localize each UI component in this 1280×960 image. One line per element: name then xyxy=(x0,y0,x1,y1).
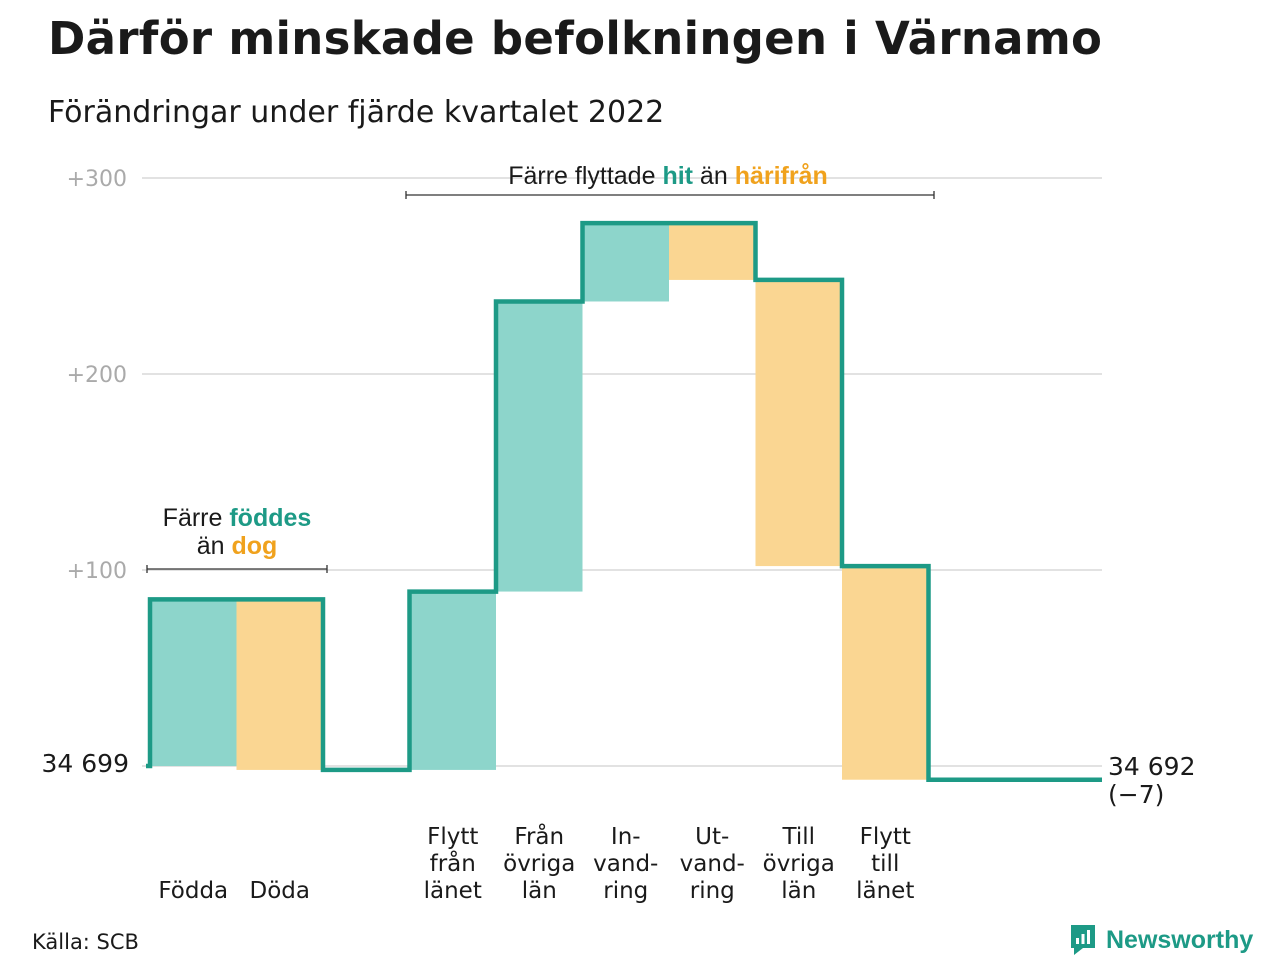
bar-step xyxy=(409,591,496,770)
bar-step xyxy=(842,566,929,780)
bar-step xyxy=(582,223,669,302)
running-total-path xyxy=(146,220,1102,782)
category-label: Flytt till länet xyxy=(856,824,914,904)
annotation-natural-died: dog xyxy=(231,532,277,560)
category-label: Födda xyxy=(158,878,228,904)
annotation-migration-out: härifrån xyxy=(735,162,828,190)
y-tick-label: +100 xyxy=(67,559,127,584)
bar-step xyxy=(496,301,583,592)
brand-logo: Newsworthy xyxy=(1068,923,1253,957)
bar-step xyxy=(150,599,237,766)
annotation-migration-text-a: Färre flyttade xyxy=(508,162,662,190)
y-tick-label: +200 xyxy=(67,363,127,388)
source-note: Källa: SCB xyxy=(32,930,139,954)
annotation-natural-bracket xyxy=(146,565,328,573)
annotation-migration-in: hit xyxy=(662,162,693,190)
brand-name: Newsworthy xyxy=(1106,925,1254,954)
category-label: Till övriga län xyxy=(763,824,835,904)
svg-text:Färre flyttade hit än härifrån: Färre flyttade hit än härifrån xyxy=(508,162,828,190)
chart-subtitle: Förändringar under fjärde kvartalet 2022 xyxy=(48,95,665,130)
bar-step xyxy=(669,223,756,280)
start-value-label: 34 699 xyxy=(42,749,129,778)
annotation-natural-text-b: än xyxy=(197,532,232,560)
category-label: Flytt från länet xyxy=(424,824,482,904)
category-label: Från övriga län xyxy=(503,822,575,904)
annotation-migration-text-c: än xyxy=(693,162,735,190)
bar-step xyxy=(755,279,842,567)
svg-text:än dog: än dog xyxy=(197,532,278,560)
category-label: Döda xyxy=(250,878,310,904)
svg-text:Färre föddes: Färre föddes xyxy=(163,504,312,532)
y-tick-label: +300 xyxy=(67,167,127,192)
end-change-label: (−7) xyxy=(1108,780,1164,809)
bar-step xyxy=(236,599,323,770)
annotation-natural-born: föddes xyxy=(229,504,311,532)
bars xyxy=(150,223,929,780)
category-labels: Födda Döda Flytt från länet Från övriga län In-v… xyxy=(158,822,914,904)
newsworthy-logo-icon xyxy=(1071,925,1095,955)
chart-title: Därför minskade befolkningen i Värnamo xyxy=(48,12,1103,65)
annotation-migration-bracket xyxy=(405,191,935,199)
running-total-line xyxy=(146,220,1102,782)
annotation-natural-change: Färre föddes än dog xyxy=(146,504,328,573)
annotation-migration: Färre flyttade hit än härifrån xyxy=(405,162,935,199)
category-label: Ut-vand-ring xyxy=(680,824,745,904)
end-value-label: 34 692 xyxy=(1108,752,1195,781)
annotation-natural-text-a: Färre xyxy=(163,504,230,532)
category-label: In-vand-ring xyxy=(593,824,658,904)
